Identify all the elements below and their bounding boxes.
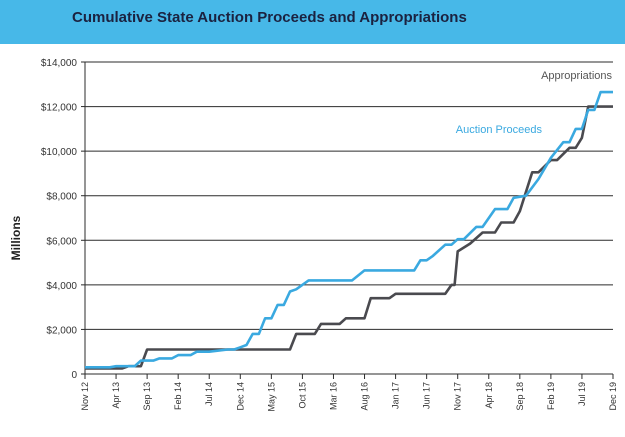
series-line-auction-proceeds [85, 90, 613, 369]
x-tick-label: Feb 14 [173, 382, 183, 410]
x-tick-label: May 15 [266, 382, 276, 412]
x-tick-label: Jun 17 [422, 382, 432, 409]
y-tick-label: $14,000 [41, 58, 78, 69]
y-tick-label: $10,000 [41, 147, 78, 158]
y-axis-label: Millions [9, 215, 23, 260]
y-tick-label: $12,000 [41, 103, 78, 114]
x-tick-label: Dec 19 [608, 382, 618, 411]
x-tick-label: Apr 13 [111, 382, 121, 409]
x-tick-label: Oct 15 [297, 382, 307, 409]
y-tick-label: $2,000 [46, 325, 77, 336]
x-tick-label: Apr 18 [484, 382, 494, 409]
y-axis-ticks: 0 $2,000 $4,000 $6,000 $8,000 $10,000 $12,000 $… [41, 58, 85, 381]
x-tick-label: Sep 18 [515, 382, 525, 411]
annotation-appropriations: Appropriations [541, 70, 612, 82]
annotation-auction-proceeds: Auction Proceeds [456, 124, 543, 136]
y-tick-label: $4,000 [46, 281, 77, 292]
y-tick-label: $6,000 [46, 236, 77, 247]
series-lines [85, 90, 613, 370]
x-tick-label: Jul 19 [577, 382, 587, 406]
chart-title: Cumulative State Auction Proceeds and Ap… [72, 9, 467, 26]
x-tick-label: Nov 12 [80, 382, 90, 411]
x-tick-label: Jul 14 [204, 382, 214, 406]
y-tick-label: $8,000 [46, 192, 77, 203]
x-tick-label: Dec 14 [235, 382, 245, 411]
y-tick-label: 0 [71, 370, 77, 381]
x-tick-label: Jan 17 [391, 382, 401, 409]
gridlines [84, 61, 613, 375]
x-tick-label: Feb 19 [546, 382, 556, 410]
x-axis-ticks: Nov 12 Apr 13 Sep 13 Feb 14 Jul 14 Dec 14 May … [80, 374, 618, 412]
x-tick-label: Mar 16 [328, 382, 338, 410]
x-tick-label: Sep 13 [142, 382, 152, 411]
x-tick-label: Nov 17 [453, 382, 463, 411]
title-bar: Cumulative State Auction Proceeds and Ap… [0, 0, 625, 44]
x-tick-label: Aug 16 [360, 382, 370, 411]
